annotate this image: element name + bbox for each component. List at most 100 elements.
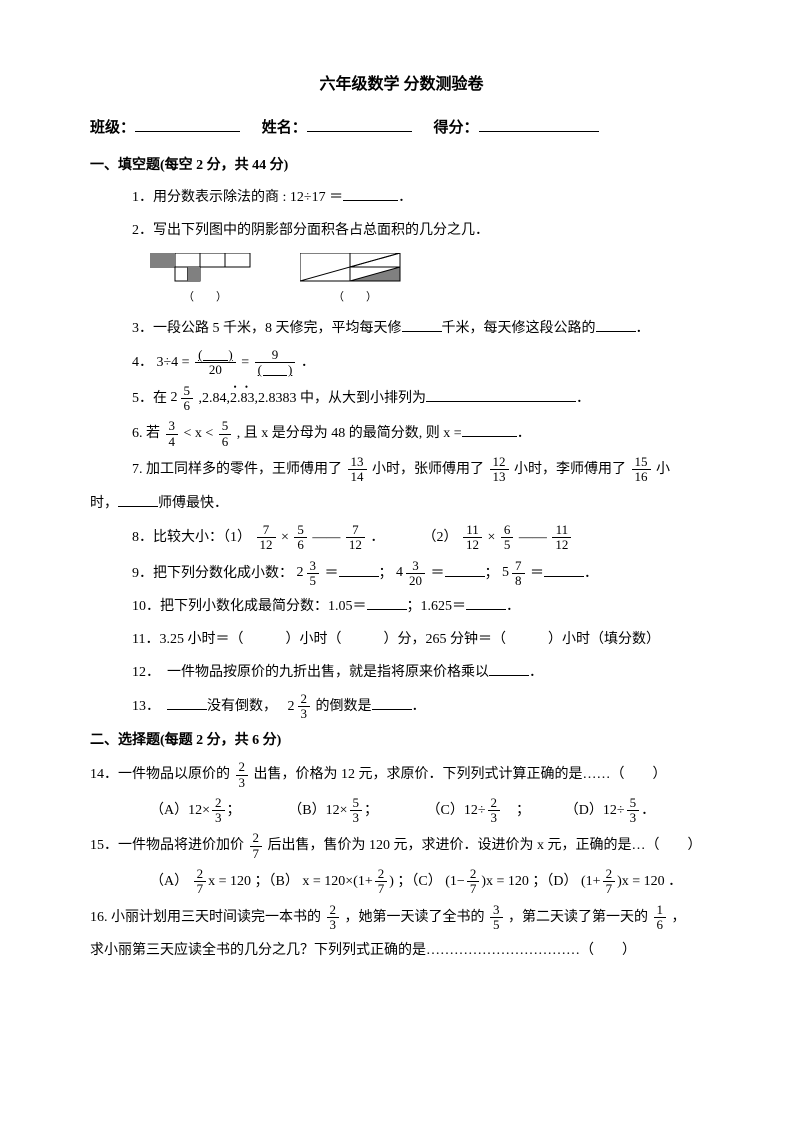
q7-tail: 时，师傅最快． [90, 491, 713, 518]
q13-mw: 2 [288, 694, 295, 721]
q6-mid: < x < [184, 426, 214, 441]
q13-b: 没有倒数， [207, 699, 284, 714]
q8-f1: 712 [257, 523, 276, 553]
q7-f3n: 15 [632, 455, 651, 470]
q16-f2: 35 [490, 903, 503, 933]
q14-b: 出售，价格为 12 元，求原价．下列列式计算正确的是……（ ） [254, 767, 667, 782]
q8-g3n: 11 [552, 523, 571, 538]
q15-C-d: 7 [467, 882, 480, 896]
q15-fd: 7 [250, 847, 263, 861]
q5-mixed-w: 2 [171, 385, 178, 412]
q9-lead: 9．把下列分数化成小数： [132, 566, 293, 581]
q6-c: ． [517, 426, 531, 441]
q15-C-tb: )x = 120 [481, 874, 529, 889]
q14-options: （A）12×23； （B）12×53； （C）12÷23 ； （D）12÷53． [150, 796, 703, 826]
q13-mixed: 223 [288, 692, 313, 722]
q4-eq-b: = [241, 355, 249, 370]
q16-b: ，她第一天读了全书的 [345, 910, 485, 925]
q7-f1: 1314 [348, 455, 367, 485]
q14-D-op: 12÷ [603, 803, 625, 818]
q14-D-s: ． [641, 803, 655, 818]
q13-b1 [167, 695, 207, 710]
q9: 9．把下列分数化成小数： 235 ＝； 4320 ＝； 578 ＝． [132, 559, 713, 589]
q16-f1d: 3 [327, 918, 340, 932]
q7-f1n: 13 [348, 455, 367, 470]
q12-b: ． [529, 665, 543, 680]
q3-b: 千米，每天修这段公路的 [442, 321, 596, 336]
figure-2-caption: （ ） [300, 287, 410, 308]
info-header: 班级： 姓名： 得分： [90, 114, 713, 143]
q9-bw: 4 [396, 560, 403, 587]
q9-b: 4320 [396, 559, 427, 589]
q15-A-t: x = 120 [208, 874, 251, 889]
q9-b2 [445, 562, 485, 577]
q15-B-ta: x = 120×(1+ [302, 874, 372, 889]
q15-C-l: ；（C） [397, 874, 441, 889]
score-label: 得分： [434, 120, 479, 136]
q15: 15．一件物品将进价加价 27 后出售，售价为 120 元，求进价．设进价为 x… [90, 831, 713, 861]
q10-c: ． [506, 599, 520, 614]
q14-A-s: ； [227, 803, 241, 818]
q8: 8．比较大小：（1） 712 × 56 —— 712 ． （2） 1112 × … [132, 523, 713, 553]
q1-post: ． [398, 190, 412, 205]
q14-optC: （C）12÷23 ； [427, 796, 565, 826]
q15-A-d: 7 [194, 882, 207, 896]
q10-b1 [367, 595, 407, 610]
q14-C-l: （C） [427, 803, 464, 818]
q14-C-op: 12÷ [464, 803, 486, 818]
q5-mixed-d: 6 [181, 399, 194, 413]
q8-g1n: 11 [463, 523, 482, 538]
q15-a: 15．一件物品将进价加价 [90, 838, 244, 853]
q2: 2．写出下列图中的阴影部分面积各占总面积的几分之几． [132, 218, 713, 245]
q8-f2d: 6 [294, 538, 307, 552]
q15-b: 后出售，售价为 120 元，求进价．设进价为 x 元，正确的是…（ ） [268, 838, 702, 853]
q11: 11．3.25 小时＝（ ）小时（ ）分，265 分钟＝（ ）小时（填分数） [132, 627, 713, 654]
q14-D-d: 3 [627, 811, 640, 825]
class-blank [135, 116, 240, 132]
q8-fill2: —— [519, 530, 547, 545]
q4-lead: 4． [132, 355, 153, 370]
q7-blank [118, 492, 158, 507]
score-blank [479, 116, 599, 132]
q9-bn: 3 [406, 559, 425, 574]
q6-blank [462, 422, 517, 437]
q1: 1．用分数表示除法的商 : 12÷17 ＝ ． [132, 185, 713, 212]
q4-frac2-den: ( ) [255, 363, 296, 377]
q6-frac1: 34 [166, 419, 179, 449]
q7-f2d: 13 [490, 470, 509, 484]
q7-f2n: 12 [490, 455, 509, 470]
name-label: 姓名： [262, 120, 307, 136]
q10-a: 10．把下列小数化成最简分数：1.05＝ [132, 599, 367, 614]
q12-blank [489, 661, 529, 676]
class-label: 班级： [90, 120, 135, 136]
q8-g1d: 12 [463, 538, 482, 552]
q3-c: ． [636, 321, 650, 336]
q14-C-d: 3 [488, 811, 501, 825]
q8-f2n: 5 [294, 523, 307, 538]
q4: 4． 3÷4 = ( )20 = 9( ) ． [132, 348, 713, 378]
q6: 6. 若 34 < x < 56 , 且 x 是分母为 48 的最简分数, 则 … [132, 419, 713, 449]
q16: 16. 小丽计划用三天时间读完一本书的 23 ，她第一天读了全书的 35 ，第二… [90, 903, 713, 933]
q4-frac1: ( )20 [195, 348, 236, 378]
q15-C-n: 2 [467, 867, 480, 882]
q14-optD: （D）12÷53． [565, 796, 703, 826]
q16-a: 16. 小丽计划用三天时间读完一本书的 [90, 910, 321, 925]
q10: 10．把下列小数化成最简分数：1.05＝；1.625＝． [132, 594, 713, 621]
q6-f1d: 4 [166, 435, 179, 449]
q13-md: 3 [298, 707, 311, 721]
q8-f2: 56 [294, 523, 307, 553]
q14-A-d: 3 [212, 811, 225, 825]
q16-f1: 23 [327, 903, 340, 933]
q9-b3 [544, 562, 584, 577]
q16-d: ， [672, 910, 686, 925]
q4-frac2: 9( ) [255, 348, 296, 378]
q15-D-tb: )x = 120 [617, 874, 665, 889]
q3-a: 3．一段公路 5 千米，8 天修完，平均每天修 [132, 321, 402, 336]
q8-g3d: 12 [552, 538, 571, 552]
q15-options: （A） 27x = 120 ；（B） x = 120×(1+27) ；（C） (… [150, 867, 713, 897]
q15-B-tb: ) [389, 874, 394, 889]
q6-b: , 且 x 是分母为 48 的最简分数, 则 x = [237, 426, 462, 441]
q1-text: 1．用分数表示除法的商 : 12÷17 ＝ [132, 190, 343, 205]
page-title: 六年级数学 分数测验卷 [90, 70, 713, 100]
q5-mixed: 256 [171, 384, 196, 414]
